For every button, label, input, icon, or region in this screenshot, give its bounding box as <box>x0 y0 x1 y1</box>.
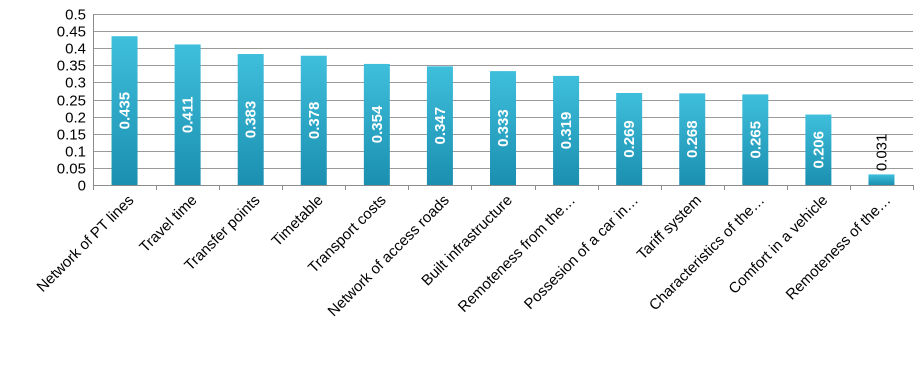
bar <box>868 174 895 185</box>
bar <box>174 44 201 185</box>
data-label: 0.411 <box>180 96 197 133</box>
bar <box>553 75 580 185</box>
data-label: 0.378 <box>306 102 323 140</box>
bar <box>111 36 138 186</box>
bar <box>426 66 453 185</box>
data-label: 0.031 <box>873 134 890 172</box>
x-category-label: Possesion of a car in… <box>521 192 642 313</box>
x-category-label: Travel time <box>136 192 200 256</box>
x-category-label: Remoteness of the… <box>783 192 895 304</box>
x-category-label: Network of PT lines <box>34 192 138 296</box>
y-tick-label: 0.4 <box>65 41 86 58</box>
data-label: 0.435 <box>117 92 134 130</box>
data-label: 0.269 <box>621 120 638 158</box>
bars <box>111 36 895 186</box>
y-tick-label: 0.45 <box>57 24 86 41</box>
bar <box>742 94 769 185</box>
y-tick-label: 0.25 <box>57 93 86 110</box>
y-tick-label: 0.05 <box>57 161 86 178</box>
data-label: 0.333 <box>495 109 512 147</box>
x-category-label: Remoteness from the… <box>455 192 579 316</box>
y-tick-label: 0.5 <box>65 7 86 24</box>
x-category-label: Characteristics of the… <box>646 192 768 314</box>
y-tick-label: 0.3 <box>65 75 86 92</box>
x-category-label: Timetable <box>268 192 326 250</box>
data-label: 0.354 <box>369 105 386 143</box>
bar <box>490 71 516 185</box>
data-labels: 0.435 0.411 0.383 0.378 0.354 0.347 0.333 0.319… <box>117 92 891 171</box>
bar <box>363 63 390 185</box>
data-label: 0.206 <box>810 131 827 169</box>
bar <box>616 93 643 185</box>
data-label: 0.268 <box>684 120 701 158</box>
axes <box>93 14 914 190</box>
y-tick-label: 0.2 <box>65 110 86 127</box>
y-axis-tick-labels: 00.050.10.150.20.250.30.350.40.450.5 <box>57 7 86 195</box>
data-label: 0.383 <box>243 101 260 139</box>
x-category-label: Network of access roads <box>325 192 453 320</box>
data-label: 0.319 <box>558 112 575 150</box>
data-label: 0.265 <box>747 121 764 159</box>
bar <box>805 114 832 185</box>
y-tick-label: 0.15 <box>57 127 86 144</box>
bar <box>237 54 264 185</box>
y-tick-label: 0.35 <box>57 58 86 75</box>
y-tick-label: 0.1 <box>65 144 86 161</box>
bar <box>300 55 327 185</box>
data-label: 0.347 <box>432 107 449 145</box>
y-tick-label: 0 <box>78 178 86 195</box>
bar <box>679 93 706 185</box>
